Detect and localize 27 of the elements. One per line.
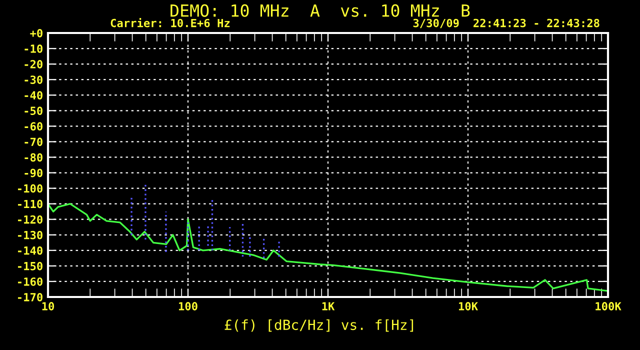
chart-title: DEMO: 10 MHz A vs. 10 MHz B	[170, 4, 470, 17]
text: 3/30/09 22:41:23 - 22:43:28	[413, 18, 600, 28]
x-axis-title: £(f) [dBc/Hz] vs. f[Hz]	[224, 319, 414, 332]
y-tick-label: -90	[24, 168, 42, 178]
x-tick-label: 100	[178, 302, 198, 310]
y-tick-label: -170	[18, 292, 42, 302]
y-tick-label: -150	[18, 262, 42, 270]
y-tick-label: -20	[24, 60, 42, 68]
y-tick-label: -70	[24, 138, 42, 146]
y-tick-label: -60	[24, 122, 42, 131]
y-tick-label: -120	[18, 215, 42, 224]
y-tick-label: -160	[18, 277, 42, 286]
x-tick-label: 100K	[596, 302, 622, 310]
y-tick-label: -140	[18, 246, 42, 255]
x-tick-label: 10K	[458, 302, 478, 310]
y-tick-label: +0	[30, 28, 42, 38]
y-tick-label: -80	[24, 153, 42, 162]
y-tick-label: -30	[24, 76, 42, 84]
y-tick-label: -100	[18, 184, 42, 193]
chart-subtitle: Carrier: 10.E+6 Hz	[110, 18, 230, 28]
y-tick-label: -10	[24, 44, 42, 53]
y-tick-label: -40	[24, 91, 42, 100]
y-tick-label: -50	[24, 106, 42, 116]
x-tick-label: 1K	[322, 302, 335, 310]
x-tick-label: 10	[42, 302, 54, 310]
y-tick-label: -110	[18, 200, 42, 208]
y-tick-label: -130	[18, 230, 42, 240]
